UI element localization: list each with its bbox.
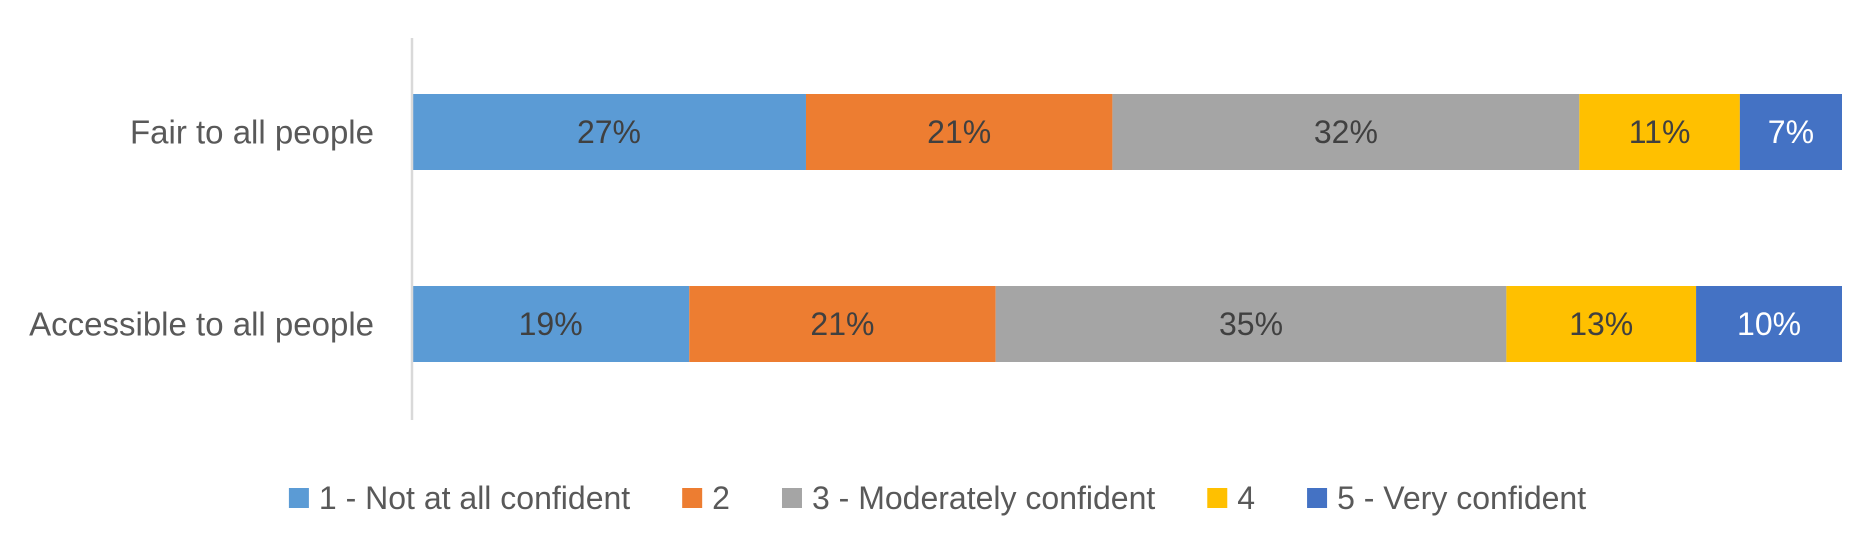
legend-swatch (781, 488, 802, 508)
legend-item: 3 - Moderately confident (781, 480, 1155, 516)
bar-segment (689, 286, 996, 362)
legend: 1 - Not at all confident 2 3 - Moderately … (288, 480, 1586, 516)
data-label: 11% (1629, 114, 1691, 150)
legend-label: 2 (712, 480, 730, 516)
bar-segment (1112, 94, 1580, 170)
legend-label: 1 - Not at all confident (319, 480, 630, 516)
legend-item: 4 (1207, 480, 1255, 516)
bar-segment (1739, 94, 1842, 170)
bar-segment (412, 94, 806, 170)
legend-swatch (288, 488, 309, 508)
legend-swatch (682, 488, 703, 508)
legend-label: 4 (1237, 480, 1255, 516)
legend-item: 5 - Very confident (1307, 480, 1586, 516)
data-label: 19% (519, 306, 583, 342)
data-label: 32% (1314, 114, 1378, 150)
bar-segment (995, 286, 1507, 362)
bars (412, 94, 1842, 362)
legend-item: 2 (682, 480, 730, 516)
category-label: Accessible to all people (29, 306, 374, 343)
bar-segment (1506, 286, 1697, 362)
data-label: 10% (1737, 306, 1801, 342)
bar-segment (805, 94, 1113, 170)
data-labels: 27% 21% 32% 11% 7% 19% 21% 35% 13% 10% (519, 114, 1814, 342)
category-labels: Fair to all people Accessible to all peop… (29, 114, 374, 343)
bar-segment (1579, 94, 1740, 170)
category-label: Fair to all people (130, 114, 374, 151)
bar-segment (1696, 286, 1842, 362)
legend-label: 5 - Very confident (1337, 480, 1586, 516)
legend-swatch (1307, 488, 1328, 508)
legend-item: 1 - Not at all confident (288, 480, 630, 516)
data-label: 27% (577, 114, 641, 150)
legend-label: 3 - Moderately confident (812, 480, 1155, 516)
bar-segment (412, 286, 690, 362)
data-label: 35% (1219, 306, 1283, 342)
data-label: 21% (927, 114, 991, 150)
data-label: 21% (810, 306, 874, 342)
data-label: 13% (1569, 306, 1633, 342)
data-label: 7% (1768, 114, 1814, 150)
legend-swatch (1207, 488, 1228, 508)
